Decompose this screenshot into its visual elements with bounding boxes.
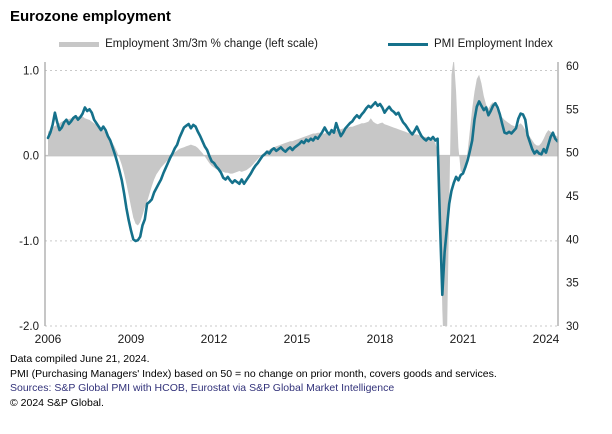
right-axis-tick: 50 [566, 148, 579, 160]
right-axis-tick: 35 [566, 278, 579, 290]
legend-employment-label: Employment 3m/3m % change (left scale) [105, 38, 318, 50]
axis-tick-labels: 1.0 0.0 -1.0 -2.0 60 55 50 45 40 35 30 2006 2009 2012… [19, 61, 579, 346]
x-axis-tick: 2009 [118, 332, 145, 346]
legend: Employment 3m/3m % change (left scale) P… [0, 38, 612, 50]
x-axis-tick: 2015 [284, 332, 311, 346]
x-axis-tick: 2021 [450, 332, 477, 346]
footer-compiled-date: Data compiled June 21, 2024. [10, 353, 150, 365]
footer-copyright: © 2024 S&P Global. [10, 396, 104, 409]
x-axis-tick: 2018 [367, 332, 394, 346]
left-axis-tick: 1.0 [23, 66, 39, 78]
left-axis-tick: -2.0 [19, 321, 39, 333]
right-axis-tick: 40 [566, 234, 579, 246]
x-axis-tick: 2024 [533, 332, 560, 346]
footer-pmi-note: PMI (Purchasing Managers' Index) based o… [10, 367, 497, 380]
x-axis-tick: 2006 [35, 332, 62, 346]
chart-title: Eurozone employment [10, 8, 171, 25]
employment-bar-swatch-icon [59, 41, 100, 47]
footer-notes: Data compiled June 21, 2024. PMI (Purcha… [10, 352, 497, 410]
series-group [46, 62, 558, 326]
footer-sources: Sources: S&P Global PMI with HCOB, Euros… [10, 382, 395, 394]
legend-item-pmi: PMI Employment Index [387, 38, 553, 50]
pmi-line-series [46, 100, 558, 297]
legend-item-employment: Employment 3m/3m % change (left scale) [59, 38, 318, 50]
pmi-line-swatch-icon [387, 42, 428, 46]
axis-lines [44, 62, 559, 326]
right-axis-tick: 55 [566, 104, 579, 116]
right-axis-tick: 45 [566, 191, 579, 203]
right-axis-tick: 30 [566, 321, 579, 333]
left-axis-tick: -1.0 [19, 236, 39, 248]
right-axis-tick: 60 [566, 61, 579, 73]
x-axis-tick: 2012 [201, 332, 228, 346]
left-axis-tick: 0.0 [23, 151, 39, 163]
legend-pmi-label: PMI Employment Index [433, 38, 553, 50]
